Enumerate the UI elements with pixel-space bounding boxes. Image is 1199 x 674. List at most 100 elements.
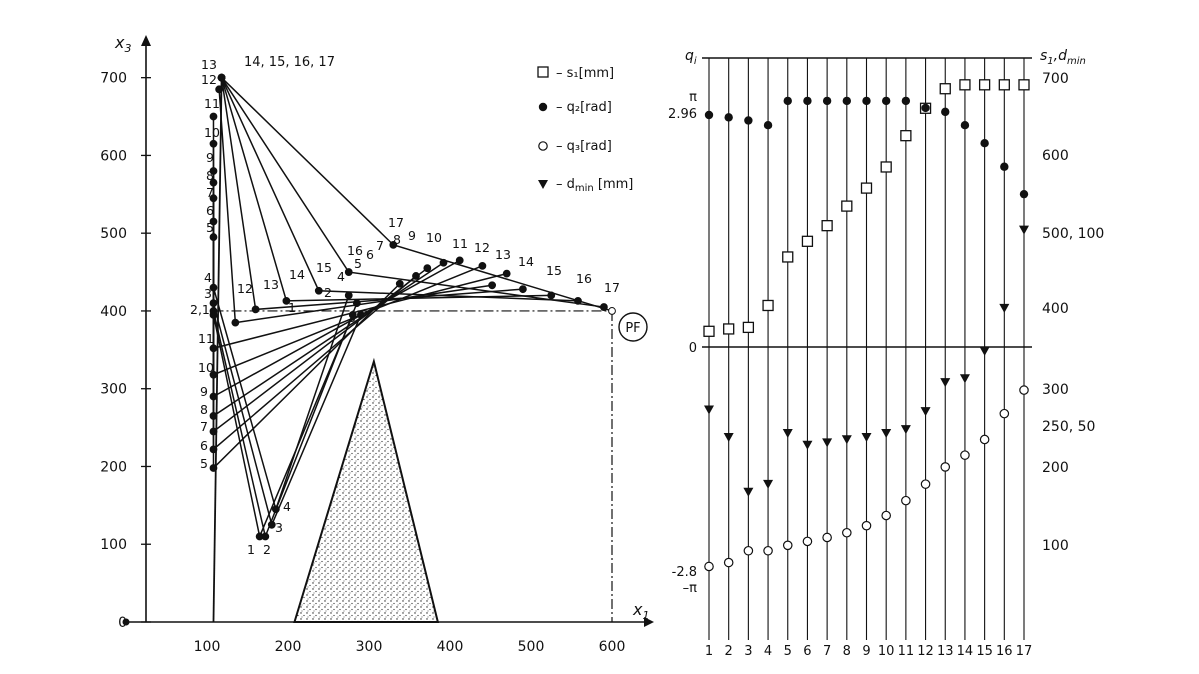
marker-s1-mm--14 — [959, 79, 971, 91]
label-top-6: 6 — [206, 203, 214, 218]
x1-tick-500: 500 — [518, 639, 545, 655]
config-2-joint-2 — [261, 532, 270, 541]
marker-q3-rad--16 — [999, 408, 1010, 419]
marker-q2-rad--8 — [842, 96, 852, 106]
config-9-joint-3 — [455, 256, 464, 265]
tick-100: 100 — [1042, 538, 1069, 554]
label-low-11: 11 — [198, 331, 214, 346]
tick-minus-2.8: -2.8 — [672, 565, 697, 580]
label-r-14: 14 — [518, 254, 534, 269]
label-top-8: 8 — [206, 168, 214, 183]
config-tick-12: 12 — [917, 644, 934, 659]
config-5-joint-3 — [395, 279, 404, 288]
right-axis-tick-labels: 700 600 500, 100 400 300 250, 50 200 100 — [1042, 71, 1104, 554]
config-17-joint-2 — [389, 240, 398, 249]
marker-dmin-mm--7 — [822, 438, 833, 448]
marker-s1-mm--13 — [939, 83, 951, 95]
marker-s1-mm--10 — [880, 161, 892, 173]
marker-q3-rad--4 — [763, 545, 773, 556]
config-13-joint-2 — [251, 305, 260, 314]
marker-q2-rad--4 — [763, 120, 773, 130]
config-tick-17: 17 — [1016, 644, 1033, 659]
marker-q2-rad--7 — [822, 96, 832, 106]
config-4-joint-3 — [344, 291, 353, 300]
label-r-12: 12 — [474, 240, 490, 255]
label-r-8: 8 — [393, 232, 401, 247]
legend-marker-dmin — [538, 180, 548, 189]
marker-q2-rad--12 — [921, 103, 930, 113]
label-r-7: 7 — [376, 238, 384, 253]
config-tick-6: 6 — [803, 644, 811, 659]
marker-q3-rad--10 — [881, 510, 891, 521]
marker-q3-rad--6 — [802, 536, 813, 547]
label-r-11: 11 — [452, 236, 468, 251]
configuration-labels: 13 12 11 10 9 8 7 6 5 14, 15, 16, 17 4 3… — [190, 55, 620, 557]
label-mid-15: 15 — [316, 260, 332, 275]
x1-tick-100: 100 — [194, 639, 221, 655]
label-elbow-4: 4 — [283, 499, 291, 514]
label-r-15: 15 — [546, 263, 562, 278]
config-3-joint-2 — [267, 520, 276, 529]
workspace-plot: x1 x3 100 200 300 400 500 600 010020030040050… — [100, 33, 654, 655]
marker-q3-rad--12 — [920, 479, 931, 489]
series-q3-rad- — [704, 385, 1029, 572]
tick-700: 700 — [1042, 71, 1069, 87]
marker-q3-rad--15 — [979, 434, 990, 445]
marker-q3-rad--2 — [723, 557, 734, 568]
config-tick-15: 15 — [976, 644, 993, 659]
marker-q2-rad--6 — [803, 96, 812, 106]
marker-q2-rad--11 — [901, 96, 911, 106]
config-tick-16: 16 — [996, 644, 1013, 659]
config-7-joint-3 — [423, 264, 432, 273]
marker-q2-rad--14 — [960, 120, 970, 130]
config-15-joint-2 — [314, 286, 323, 295]
marker-s1-mm--5 — [782, 251, 794, 263]
marker-q3-rad--5 — [782, 540, 793, 551]
marker-q2-rad--17 — [1019, 189, 1029, 199]
config-17-joint-3 — [608, 307, 616, 315]
marker-q3-rad--8 — [842, 527, 852, 538]
marker-q3-rad--1 — [704, 561, 714, 572]
config-5-joint-2 — [209, 464, 218, 472]
marker-dmin-mm--4 — [763, 479, 774, 489]
label-mid-12: 12 — [237, 281, 253, 296]
marker-dmin-mm--5 — [782, 429, 793, 439]
config-7-joint-2 — [209, 427, 218, 436]
label-low-5: 5 — [200, 456, 208, 471]
legend-label-q2: – q₂[rad] — [556, 100, 612, 115]
tick-200: 200 — [1042, 460, 1069, 476]
config-11-joint-1 — [209, 112, 218, 121]
pf-circle — [618, 312, 648, 342]
marker-dmin-mm--9 — [861, 432, 872, 442]
config-12-joint-2 — [231, 318, 240, 327]
marker-dmin-mm--16 — [999, 303, 1010, 313]
legend-marker-q2 — [538, 102, 548, 112]
config-17 — [217, 73, 616, 315]
config-15 — [217, 73, 582, 305]
joint-trajectory-plot: 1 2 3 4 5 6 7 8 9 10 11 12 13 14 15 16 17 qi s1,dmin π 2… — [668, 48, 1104, 659]
label-r-17: 17 — [604, 280, 620, 295]
label-r-13: 13 — [495, 247, 511, 262]
marker-dmin-mm--17 — [1019, 225, 1029, 235]
marker-s1-mm--3 — [742, 321, 755, 334]
label-r-10: 10 — [426, 230, 442, 245]
label-top-10: 10 — [204, 125, 220, 140]
marker-dmin-mm--8 — [841, 435, 852, 445]
config-tick-8: 8 — [843, 644, 851, 659]
marker-q3-rad--17 — [1019, 385, 1029, 395]
x3-tick-0: 0 — [118, 615, 127, 631]
marker-dmin-mm--15 — [979, 346, 990, 356]
label-top-7: 7 — [206, 185, 214, 200]
config-11-joint-3 — [502, 269, 511, 278]
config-tick-14: 14 — [957, 644, 974, 659]
marker-s1-mm--15 — [978, 79, 991, 91]
config-tick-9: 9 — [862, 644, 870, 659]
marker-q2-rad--5 — [783, 96, 792, 106]
series-dmin-mm- — [704, 225, 1029, 497]
tick-2.96: 2.96 — [668, 107, 697, 122]
trajectory-markers — [703, 79, 1030, 572]
marker-q2-rad--16 — [1000, 162, 1009, 171]
config-10-joint-2 — [209, 370, 218, 379]
label-low-6: 6 — [200, 438, 208, 453]
